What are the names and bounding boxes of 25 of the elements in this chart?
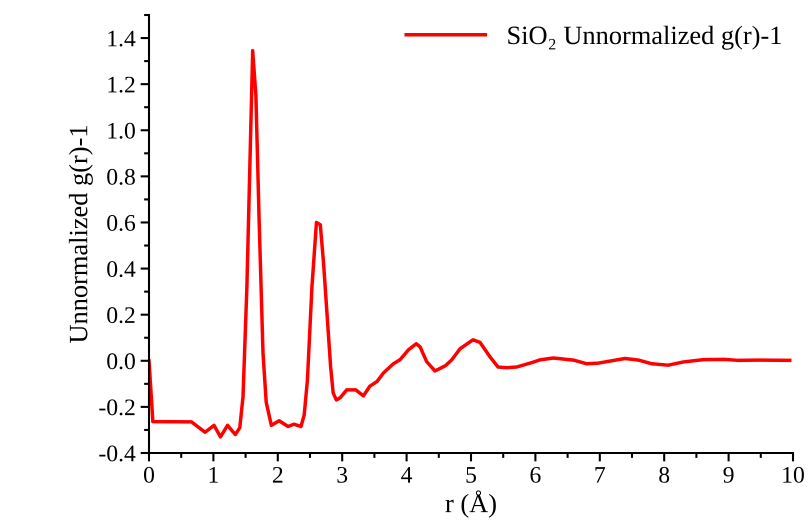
x-tick-label: 3 bbox=[337, 466, 348, 483]
y-tick-label: -0.2 bbox=[99, 399, 135, 416]
x-axis-title: r (Å) bbox=[446, 490, 496, 518]
legend-label: SiO₂ Unnormalized g(r)-1 bbox=[508, 26, 781, 50]
x-tick-label: 4 bbox=[401, 467, 412, 483]
y-tick-label: 1.0 bbox=[108, 122, 135, 139]
y-tick-label: 1.2 bbox=[108, 76, 135, 93]
x-tick-label: 10 bbox=[783, 466, 804, 483]
x-tick-label: 0 bbox=[144, 466, 154, 483]
y-tick-label: -0.4 bbox=[99, 445, 136, 462]
x-tick-label: 7 bbox=[595, 467, 606, 483]
line-series bbox=[149, 48, 792, 439]
x-tick-label: 8 bbox=[659, 466, 670, 483]
y-tick-label: 0.2 bbox=[107, 307, 135, 324]
x-tick-label: 5 bbox=[466, 467, 476, 483]
x-tick-label: 9 bbox=[723, 466, 734, 483]
x-tick-label: 2 bbox=[272, 466, 282, 483]
y-axis-title: Unnormalized g(r)-1 bbox=[68, 126, 93, 343]
y-tick-label: 0.4 bbox=[107, 261, 136, 278]
y-tick-label: 0.8 bbox=[107, 168, 135, 185]
x-tick-label: 6 bbox=[530, 466, 541, 483]
y-tick-label: 1.4 bbox=[108, 30, 136, 47]
y-tick-label: 0.0 bbox=[107, 353, 135, 370]
x-tick-label: 1 bbox=[210, 466, 218, 483]
y-tick-label: 0.6 bbox=[107, 214, 136, 231]
